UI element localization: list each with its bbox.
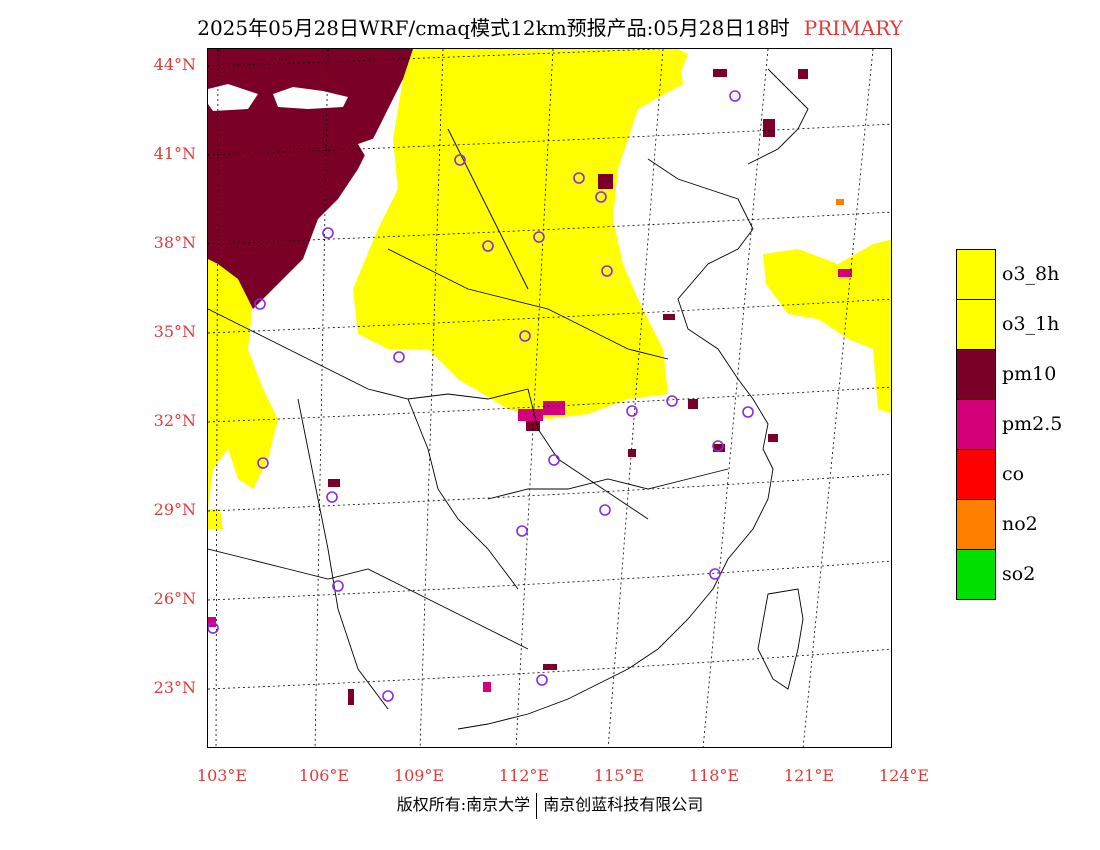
legend-swatch: [956, 449, 996, 500]
pm-hotspots: [208, 69, 852, 705]
lat-label-38: 38°N: [153, 233, 196, 252]
copyright-left: 版权所有:南京大学: [396, 795, 531, 814]
lon-label-106: 106°E: [298, 766, 350, 785]
graticule: [208, 49, 891, 747]
lat-label-32: 32°N: [153, 411, 196, 430]
boundaries: [208, 68, 809, 730]
copyright-right: 南京创蓝科技有限公司: [543, 795, 704, 814]
legend-swatch: [956, 249, 996, 300]
legend-label: co: [1002, 463, 1025, 485]
lat-label-29: 29°N: [153, 500, 196, 519]
lon-label-109: 109°E: [393, 766, 445, 785]
legend-label: so2: [1002, 563, 1036, 585]
legend-label: o3_8h: [1002, 263, 1060, 285]
copyright-footer: 版权所有:南京大学 南京创蓝科技有限公司: [0, 791, 1100, 819]
lat-label-23: 23°N: [153, 678, 196, 697]
cloud-patch: [208, 84, 383, 161]
lon-label-115: 115°E: [593, 766, 645, 785]
legend-swatch: [956, 499, 996, 550]
map-title: 2025年05月28日WRF/cmaq模式12km预报产品:05月28日18时 P…: [0, 12, 1100, 41]
title-text: 2025年05月28日WRF/cmaq模式12km预报产品:05月28日18时: [197, 16, 790, 40]
pm10-region: [208, 49, 413, 309]
lon-label-118: 118°E: [688, 766, 740, 785]
legend-label: pm2.5: [1002, 413, 1063, 435]
footer-divider: [536, 792, 538, 819]
lat-label-41: 41°N: [153, 144, 196, 163]
legend-label: pm10: [1002, 363, 1057, 385]
pollutant-map: [208, 49, 891, 747]
legend-swatch: [956, 299, 996, 350]
lon-label-121: 121°E: [783, 766, 835, 785]
lon-label-103: 103°E: [196, 766, 248, 785]
lon-label-124: 124°E: [878, 766, 930, 785]
legend-label: o3_1h: [1002, 313, 1060, 335]
o3-region: [208, 49, 891, 529]
legend-swatch: [956, 349, 996, 400]
title-tag: PRIMARY: [803, 16, 903, 40]
lat-label-35: 35°N: [153, 322, 196, 341]
map-panel: [207, 48, 892, 748]
station-markers: [208, 90, 754, 702]
lon-label-112: 112°E: [498, 766, 550, 785]
legend-label: no2: [1002, 513, 1038, 535]
legend-swatch: [956, 399, 996, 450]
legend-swatch: [956, 549, 996, 600]
lat-label-44: 44°N: [153, 55, 196, 74]
lat-label-26: 26°N: [153, 589, 196, 608]
